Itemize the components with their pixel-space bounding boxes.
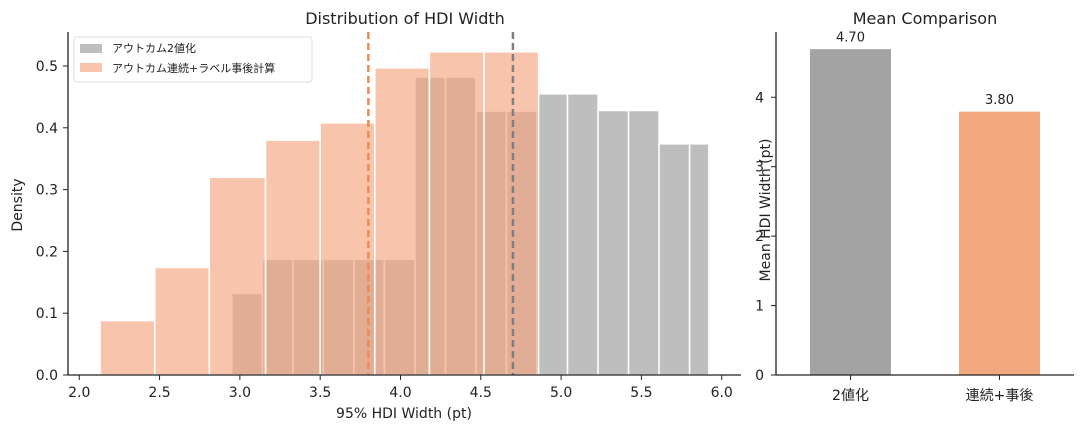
bar-value-label-1: 3.80 [985,93,1014,108]
bar-y-tick-label-2: 2 [755,229,764,245]
bar-title: Mean Comparison [853,9,997,28]
histogram-bar-s0-b13 [627,109,660,376]
histogram-bar-s0-b14 [658,143,691,376]
histogram-bar-s1-b0 [99,319,156,376]
x-tick-label-6: 5.0 [550,385,572,401]
histogram-x-ticks: 2.0 2.5 3.0 3.5 4.0 4.5 5.0 5.5 6.0 [68,375,733,401]
y-tick-label-4: 0.4 [36,121,58,137]
histogram-bar-s1-b2 [208,176,267,376]
mean-bar-0 [809,48,892,376]
legend-frame [73,36,313,83]
histogram-bar-s1-b5 [374,67,431,376]
bar-x-ticks: 2値化 連続+事後 [832,375,1033,404]
histogram-bar-s1-b7 [483,51,540,376]
bar-y-tick-label-3: 3 [755,160,764,176]
histogram-bar-s1-b3 [264,139,321,376]
bar-y-tick-label-0: 0 [755,368,764,384]
histogram-x-label: 95% HDI Width (pt) [336,406,472,422]
bar-y-label: Mean HDI Width (pt) [758,139,774,282]
histogram-bar-s1-b1 [153,266,211,376]
bar-category-label-0: 2値化 [832,388,869,404]
histogram-legend: アウトカム2値化 アウトカム連続+ラベル事後計算 [73,36,313,83]
histogram-mean-lines [367,32,515,375]
x-tick-label-4: 4.0 [389,385,411,401]
y-tick-label-0: 0.0 [36,368,58,384]
mean-comparison-panel: Mean Comparison 4.703.80 2値化 連続+事後 01234 … [755,9,1074,404]
y-tick-label-2: 0.2 [36,244,58,260]
bar-marks: 4.70 3.80 [809,31,1041,376]
bar-value-label-0: 4.70 [836,31,865,46]
x-tick-label-0: 2.0 [68,385,90,401]
histogram-bar-s1-b4 [319,122,376,376]
bar-y-tick-label-1: 1 [755,299,764,315]
histogram-panel: Distribution of HDI Width 2.0 2.5 3.0 3.5 4.… [10,9,741,422]
x-tick-label-7: 5.5 [630,385,652,401]
legend-label-continuous: アウトカム連続+ラベル事後計算 [112,61,275,75]
legend-label-binary: アウトカム2値化 [112,41,196,55]
histogram-bar-s0-b11 [566,93,599,376]
histogram-bar-s0-b10 [536,93,569,376]
histogram-bar-s0-b15 [688,143,710,376]
histogram-bars [99,51,710,376]
y-tick-label-5: 0.5 [36,59,58,75]
y-tick-label-1: 0.1 [36,306,58,322]
legend-swatch-continuous [80,63,102,72]
bar-category-label-1: 連続+事後 [966,387,1034,404]
histogram-title: Distribution of HDI Width [305,9,505,28]
legend-swatch-binary [80,44,102,53]
mean-bar-1 [958,110,1041,376]
y-tick-label-3: 0.3 [36,183,58,199]
bar-y-tick-label-4: 4 [755,90,764,106]
bar-y-ticks: 0 1 2 3 4 [755,90,776,384]
x-tick-label-3: 3.5 [309,385,331,401]
histogram-bar-s0-b12 [597,109,630,376]
histogram-y-label: Density [10,178,26,231]
x-tick-label-8: 6.0 [711,385,733,401]
histogram-bar-s1-b6 [428,51,485,376]
x-tick-label-5: 4.5 [470,385,492,401]
x-tick-label-2: 3.0 [229,385,251,401]
histogram-y-ticks: 0.0 0.1 0.2 0.3 0.4 0.5 [36,59,68,384]
x-tick-label-1: 2.5 [148,385,170,401]
